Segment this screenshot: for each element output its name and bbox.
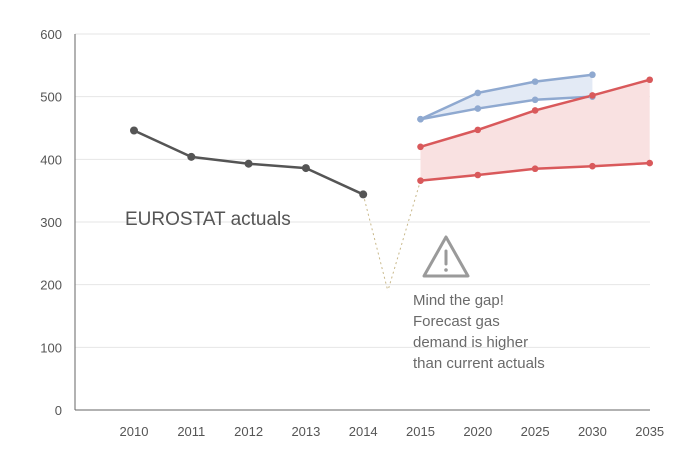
data-point (531, 78, 539, 85)
axes (74, 34, 650, 411)
data-point (589, 71, 596, 79)
x-tick-label: 2020 (463, 424, 492, 439)
gap-annotation-line-2: Forecast gas (413, 313, 500, 330)
gap-connector (362, 180, 421, 292)
data-point (474, 126, 482, 134)
data-point (417, 115, 424, 123)
gap-annotation-line-1: Mind the gap! (413, 292, 504, 309)
data-point (531, 96, 539, 104)
y-tick-label: 300 (40, 215, 62, 230)
y-tick-label: 100 (40, 340, 62, 355)
x-tick-label: 2014 (349, 424, 378, 439)
warning-triangle-icon (422, 235, 470, 278)
data-point (646, 76, 653, 84)
x-tick-label: 2013 (291, 424, 320, 439)
data-point (301, 164, 310, 173)
data-point (359, 190, 368, 199)
gap-connector-line (362, 194, 389, 292)
y-tick-label: 600 (40, 27, 62, 42)
forecast-bands (420, 74, 650, 181)
series-points (130, 71, 653, 199)
data-point (417, 143, 424, 151)
series-line (420, 95, 593, 121)
data-point (130, 126, 138, 135)
data-point (474, 89, 482, 97)
x-tick-label: 2025 (521, 424, 550, 439)
forecast-band (420, 74, 593, 120)
data-point (474, 171, 482, 179)
x-tick-label: 2035 (635, 424, 664, 439)
gap-annotation-line-4: than current actuals (413, 355, 545, 372)
data-point (589, 162, 596, 170)
data-point (646, 159, 653, 167)
data-point (474, 105, 482, 112)
y-tick-label: 0 (55, 403, 62, 418)
y-tick-labels: 0 100 200 300 400 500 600 (40, 27, 62, 418)
x-tick-label: 2010 (120, 424, 149, 439)
data-point (589, 92, 596, 99)
x-tick-label: 2015 (406, 424, 435, 439)
series-line (419, 73, 593, 121)
data-point (187, 152, 196, 161)
y-tick-label: 200 (40, 278, 62, 293)
data-point (531, 165, 539, 173)
x-tick-label: 2011 (177, 424, 205, 439)
x-tick-label: 2030 (578, 424, 607, 439)
grid-lines (75, 33, 650, 348)
data-point (531, 107, 539, 114)
y-tick-label: 500 (40, 90, 62, 105)
forecast-band (420, 79, 650, 181)
x-tick-label: 2012 (234, 424, 263, 439)
gap-annotation-line-3: demand is higher (413, 334, 528, 351)
actuals-annotation: EUROSTAT actuals (125, 209, 291, 230)
data-point (417, 177, 424, 184)
data-point (244, 159, 253, 168)
gap-connector-line (387, 180, 421, 292)
y-tick-label: 400 (40, 152, 62, 167)
x-tick-labels: 2010 2011 2012 2013 2014 2015 2020 2025 2030 2035 (120, 424, 665, 439)
